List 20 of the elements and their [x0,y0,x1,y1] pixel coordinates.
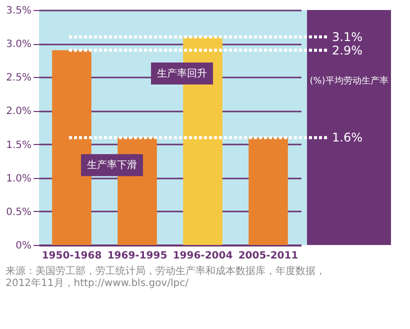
y-tick-label: 2.5% [6,72,32,84]
y-tick-label: 0.5% [6,206,32,218]
y-tick-label: 3.0% [6,39,32,50]
ref-line-label: 2.9% [332,43,362,58]
y-tick-label: 2.0% [6,106,32,118]
annotation: 生产率回升 [157,67,207,80]
ref-line-label: 1.6% [332,130,362,145]
y-tick-label: 1.5% [6,140,32,151]
bar [248,138,288,245]
x-tick-label: 2005-2011 [238,250,298,262]
source-note: 来源：美国劳工部，劳工统计局，劳动生产率和成本数据库，年度数据，2012年11月，http://www.bls.gov/lpc/ [6,265,326,289]
annotation: 生产率下滑 [87,159,137,172]
ref-line-label: 3.1% [332,30,362,44]
x-tick-label: 1996-2004 [172,250,233,262]
y-tick-label: 1.0% [6,173,32,184]
x-tick-label: 1950-1968 [42,250,102,262]
y-axis-title: (%)平均劳动生产率 [310,76,388,86]
x-tick-label: 1969-1995 [107,250,168,262]
y-tick-label: 0% [16,240,32,252]
y-tick-label: 3.5% [6,6,32,16]
